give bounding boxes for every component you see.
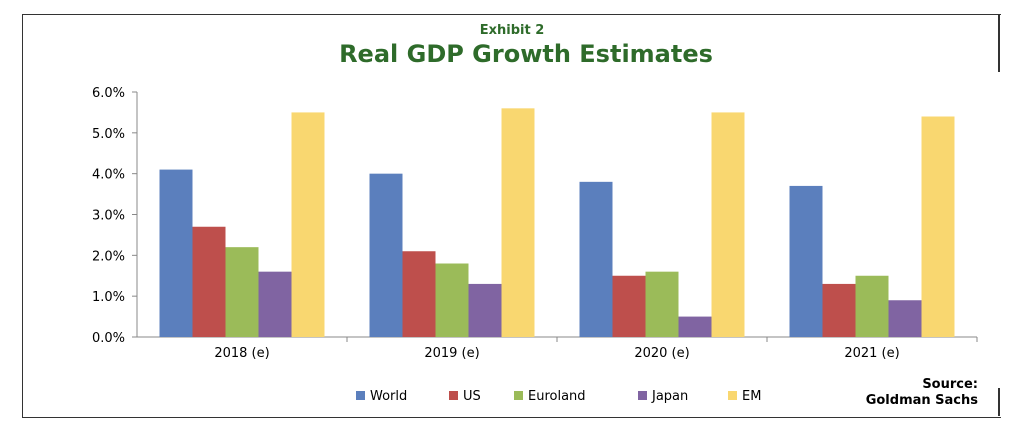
bar-em: [711, 112, 745, 338]
bar-em: [501, 108, 535, 337]
y-tick-label: 4.0%: [92, 168, 125, 183]
bar-euroland: [645, 271, 679, 337]
y-tick-label: 2.0%: [92, 249, 125, 264]
chart-frame-edge-lower: [998, 388, 1000, 416]
bar-japan: [468, 283, 502, 337]
x-tick-label: 2018 (e): [214, 346, 269, 361]
bar-world: [369, 173, 403, 337]
legend-label-us: US: [463, 389, 481, 404]
bar-em: [291, 112, 325, 338]
bar-world: [579, 181, 613, 337]
chart-title: Real GDP Growth Estimates: [339, 40, 713, 68]
bar-world: [789, 185, 823, 337]
bar-us: [612, 275, 646, 337]
legend-label-euroland: Euroland: [528, 389, 586, 404]
bar-us: [822, 283, 856, 337]
bar-em: [921, 116, 955, 337]
legend-swatch-em: [728, 391, 737, 400]
y-tick-label: 6.0%: [92, 86, 125, 101]
x-tick-label: 2019 (e): [424, 346, 479, 361]
legend-swatch-us: [449, 391, 458, 400]
legend-swatch-japan: [638, 391, 647, 400]
chart-frame-edge: [998, 14, 1000, 72]
y-tick-label: 5.0%: [92, 127, 125, 142]
bar-world: [159, 169, 193, 337]
x-tick-label: 2020 (e): [634, 346, 689, 361]
bar-euroland: [855, 275, 889, 337]
bar-us: [192, 226, 226, 337]
legend-label-world: World: [370, 389, 407, 404]
legend-swatch-euroland: [514, 391, 523, 400]
chart-frame: [22, 14, 1001, 418]
legend-label-japan: Japan: [651, 389, 688, 404]
legend-label-em: EM: [742, 389, 761, 404]
y-tick-label: 3.0%: [92, 209, 125, 224]
y-tick-label: 1.0%: [92, 290, 125, 305]
bar-japan: [258, 271, 292, 337]
bar-us: [402, 251, 436, 337]
legend-swatch-world: [356, 391, 365, 400]
bar-japan: [678, 316, 712, 337]
bar-euroland: [225, 247, 259, 337]
exhibit-label: Exhibit 2: [480, 23, 545, 38]
source-label: Source:: [922, 377, 978, 392]
y-tick-label: 0.0%: [92, 331, 125, 346]
source-name: Goldman Sachs: [866, 393, 979, 408]
x-tick-label: 2021 (e): [844, 346, 899, 361]
bar-euroland: [435, 263, 469, 337]
bar-japan: [888, 300, 922, 337]
